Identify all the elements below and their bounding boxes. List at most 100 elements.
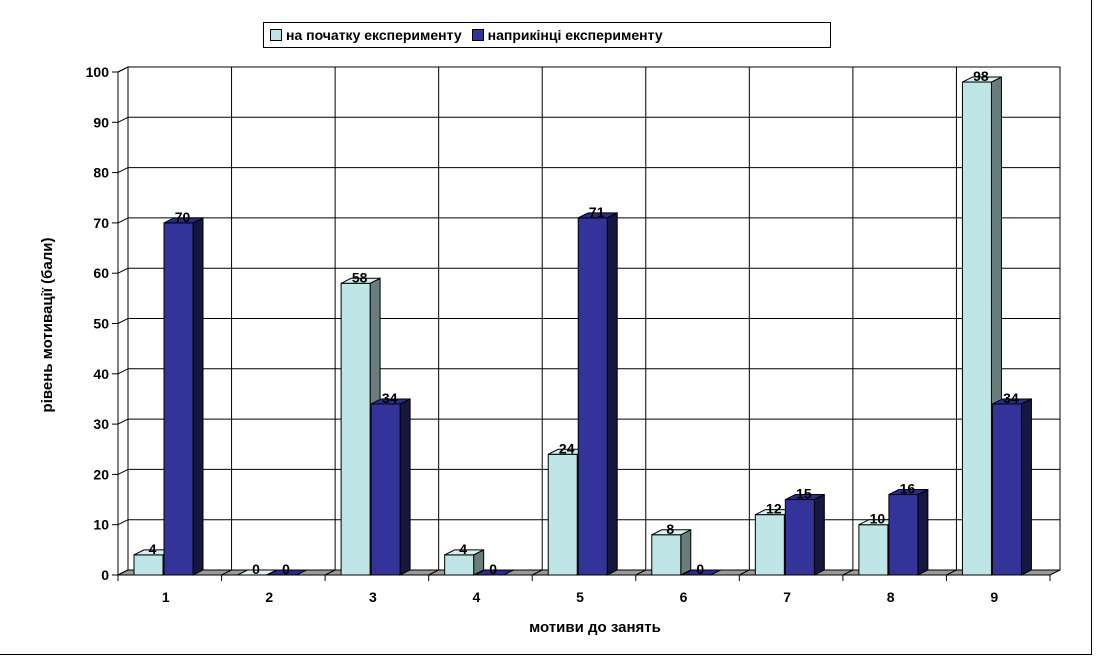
bar-front [444, 554, 475, 576]
y-axis-title: рівень мотивації (бали) [39, 238, 56, 413]
bar-series-1-cat-4 [444, 549, 485, 576]
y-tick-label: 10 [93, 517, 109, 533]
x-tick-label: 9 [990, 589, 998, 605]
bars [133, 76, 1032, 576]
bar-top [962, 76, 1002, 83]
bar-top [992, 398, 1032, 405]
data-label: 98 [973, 68, 989, 84]
bar-side [680, 528, 692, 576]
bar-front [888, 494, 919, 576]
data-label: 34 [382, 390, 398, 406]
bar-front [370, 403, 401, 576]
floor-divider [428, 569, 439, 576]
data-label: 0 [489, 561, 497, 577]
gridline-side [117, 519, 129, 526]
bar-top [577, 212, 618, 219]
x-axis-title: мотиви до занять [529, 619, 661, 636]
y-tick-label: 90 [93, 114, 109, 130]
bar-series-2-cat-5 [577, 212, 618, 576]
data-label: 34 [1003, 390, 1019, 406]
bar-front [133, 554, 164, 576]
bar-front [340, 282, 371, 576]
x-tick-label: 5 [576, 589, 584, 605]
gridline-side [117, 66, 129, 73]
floor-divider [946, 569, 957, 576]
bar-front [961, 81, 992, 576]
gridline-side [117, 468, 129, 475]
data-label: 24 [559, 440, 575, 456]
gridline-side [117, 217, 129, 224]
data-label: 0 [696, 561, 704, 577]
data-label: 0 [252, 561, 260, 577]
bar-top [340, 277, 381, 284]
bar-top [785, 494, 825, 501]
x-tick-label: 2 [265, 589, 273, 605]
bar-side [192, 217, 204, 576]
data-label: 8 [666, 521, 674, 537]
bar-top [163, 217, 204, 224]
bar-top [370, 398, 411, 405]
floor-divider [842, 569, 854, 576]
y-tick-label: 20 [93, 466, 109, 482]
data-label: 16 [900, 481, 916, 497]
bar-top [651, 529, 692, 536]
legend-item-series-2: наприкінці експерименту [471, 27, 663, 43]
bar-front [754, 514, 785, 576]
x-tick-label: 3 [369, 589, 377, 605]
bar-front [651, 534, 682, 576]
gridline-side [117, 116, 129, 123]
data-label: 4 [459, 541, 467, 557]
legend-swatch-series-1 [270, 29, 282, 41]
bar-side [399, 398, 411, 576]
gridline-side [117, 418, 129, 425]
bar-front [784, 499, 815, 576]
bar-series-2-cat-7 [784, 493, 825, 576]
y-tick-label: 80 [93, 165, 109, 181]
legend-label-series-1: на початку експерименту [286, 27, 462, 43]
y-tick-label: 50 [93, 316, 109, 332]
bar-side [813, 493, 825, 576]
floor-divider [324, 569, 336, 576]
data-label: 15 [796, 486, 812, 502]
bar-front [991, 403, 1022, 576]
floor-divider [531, 569, 543, 576]
legend-item-series-1: на початку експерименту [270, 27, 462, 43]
floor-divider [635, 569, 647, 576]
x-tick-label: 4 [473, 589, 481, 605]
bar-front [577, 217, 608, 576]
bar-top [444, 549, 484, 556]
data-label: 0 [282, 561, 290, 577]
x-tick-label: 1 [162, 589, 170, 605]
data-labels: 4 70 0 0 58 34 4 0 24 71 8 0 12 15 10 16 98 34 [149, 68, 1019, 577]
data-label: 58 [352, 269, 368, 285]
y-tick-label: 30 [93, 416, 109, 432]
bar-side [1020, 398, 1032, 576]
y-tick-label: 0 [101, 567, 109, 583]
bar-top [888, 489, 929, 496]
bar-series-2-cat-1 [163, 217, 204, 576]
data-label: 70 [175, 209, 191, 225]
bar-front [163, 222, 194, 576]
bar-front [547, 453, 578, 576]
floor-divider [739, 569, 750, 576]
bar-series-2-cat-8 [888, 488, 929, 576]
x-tick-label: 7 [783, 589, 791, 605]
x-tick-label: 8 [887, 589, 895, 605]
bar-series-2-cat-3 [370, 398, 411, 576]
legend-swatch-series-2 [471, 29, 484, 41]
data-label: 10 [870, 511, 886, 527]
data-label: 12 [766, 501, 782, 517]
gridline-side [117, 167, 129, 174]
gridline-side [117, 318, 129, 324]
chart-legend: на початку експерименту наприкінці експе… [263, 22, 831, 48]
bar-series-2-cat-9 [991, 398, 1032, 576]
bar-front [858, 524, 889, 576]
data-label: 71 [589, 204, 605, 220]
y-tick-label: 60 [93, 265, 109, 281]
gridline-side [117, 368, 129, 375]
gridline-side [117, 267, 129, 274]
y-tick-label: 40 [93, 366, 109, 382]
